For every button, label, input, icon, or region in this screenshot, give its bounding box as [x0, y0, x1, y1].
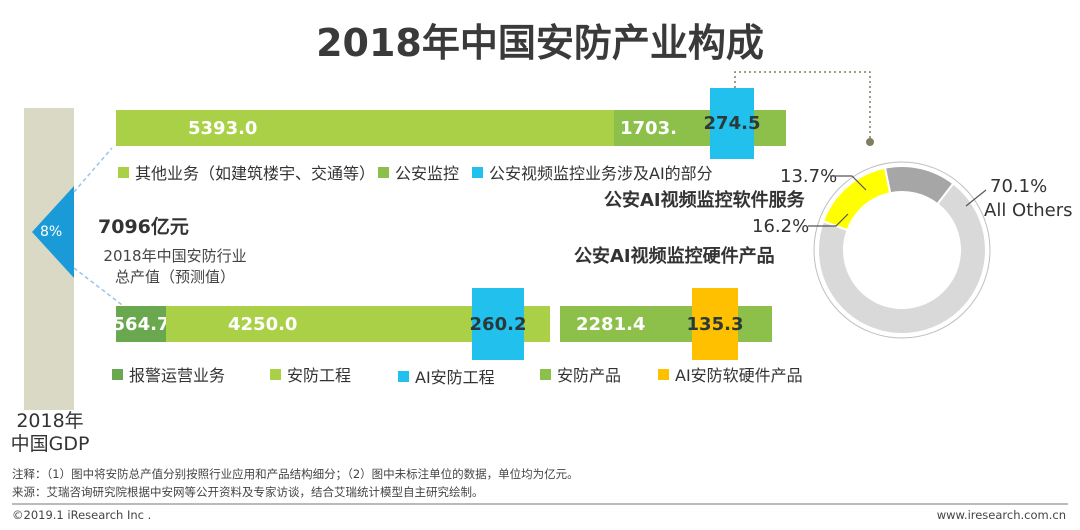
bar-label-engineering: 4250.0 [228, 313, 298, 335]
bar-segment-ai-products: 135.3 [687, 288, 743, 360]
bar-segment-alarm: 564.7 [113, 306, 169, 342]
gdp-label: 2018年 中国GDP [8, 410, 92, 456]
bar-segment-public-security: 1703. [614, 110, 786, 146]
gdp-share-marker [32, 186, 74, 278]
bar-label-products: 2281.4 [576, 313, 646, 335]
bar-label-public-security: 1703. [620, 117, 677, 139]
total-desc-line2: 总产值（预测值） [114, 268, 235, 286]
bar-segment-ai-engineering: 260.2 [469, 288, 527, 360]
copyright: ©2019.1 iResearch Inc . [12, 508, 152, 522]
industry-bar: 5393.0 1703. 274.5 [116, 88, 786, 159]
legend2-label-engineering: 安防工程 [287, 366, 352, 385]
donut-pct-software: 13.7% [780, 166, 838, 187]
bar-label-ai-public-security: 274.5 [703, 113, 761, 134]
legend2-swatch-engineering [270, 368, 281, 380]
legend1-swatch-ai [472, 166, 483, 178]
gdp-share-label: 8% [40, 224, 63, 240]
donut-outer-ring [813, 161, 991, 339]
legend2-label-products: 安防产品 [557, 366, 622, 385]
bar-label-ai-products: 135.3 [686, 313, 744, 335]
bar-label-other: 5393.0 [188, 117, 258, 139]
legend2-swatch-ai-engineering [398, 370, 409, 382]
legend2-swatch-products [540, 368, 551, 380]
bar-label-alarm: 564.7 [112, 313, 170, 335]
legend2-label-alarm: 报警运营业务 [129, 366, 226, 385]
legend2-item-products: 安防产品 [540, 362, 621, 386]
chart-source: 来源：艾瑞咨询研究院根据中安网等公开资料及专家访谈，结合艾瑞统计模型自主研究绘制… [12, 485, 484, 499]
donut-pct-hardware: 16.2% [752, 216, 810, 237]
legend1-label-other: 其他业务（如建筑楼宇、交通等） [135, 164, 376, 183]
product-bar: 564.7 4250.0 2281.4 260.2 135.3 [113, 288, 772, 360]
chart-note: 注释：（1）图中将安防总产值分别按照行业应用和产品结构细分；（2）图中未标注单位… [12, 467, 579, 481]
ai-share-donut [813, 161, 991, 339]
gdp-label-line1: 2018年 [16, 410, 84, 432]
legend2-item-ai-engineering: AI安防工程 [398, 364, 495, 388]
total-description: 2018年中国安防行业 总产值（预测值） [90, 246, 260, 288]
legend1-label-public-security: 公安监控 [395, 164, 460, 183]
legend2-swatch-alarm [112, 368, 123, 380]
donut-label-software: 公安AI视频监控软件服务 [604, 190, 805, 211]
donut-slice-others [817, 182, 987, 335]
legend2-swatch-ai-products [658, 368, 669, 380]
legend2-item-alarm: 报警运营业务 [112, 362, 225, 386]
legend1-item-public-security: 公安监控 [378, 160, 459, 184]
legend1-item-ai: 公安视频监控业务涉及AI的部分 [472, 160, 713, 184]
donut-label-others: All Others [984, 200, 1073, 221]
legend1-label-ai: 公安视频监控业务涉及AI的部分 [489, 164, 713, 183]
legend1-item-other: 其他业务（如建筑楼宇、交通等） [118, 160, 375, 184]
legend2-label-ai-products: AI安防软硬件产品 [675, 366, 803, 385]
gdp-label-line2: 中国GDP [10, 433, 90, 455]
total-desc-line1: 2018年中国安防行业 [103, 247, 247, 265]
donut-label-hardware: 公安AI视频监控硬件产品 [574, 246, 775, 267]
bar-segment-ai-public-security: 274.5 [704, 88, 760, 159]
legend2-item-engineering: 安防工程 [270, 362, 351, 386]
page-title: 2018年中国安防产业构成 [316, 21, 764, 65]
legend1-swatch-other [118, 166, 129, 178]
footer-divider [12, 503, 1068, 505]
total-value: 7096亿元 [98, 216, 189, 238]
bar-label-ai-engineering: 260.2 [469, 313, 527, 335]
donut-pct-others: 70.1% [990, 176, 1048, 197]
legend2-item-ai-products: AI安防软硬件产品 [658, 362, 803, 386]
bar-segment-other: 5393.0 [116, 110, 614, 146]
connector-dot [866, 138, 874, 146]
legend2-label-ai-engineering: AI安防工程 [415, 368, 495, 387]
site-url: www.iresearch.com.cn [936, 508, 1066, 522]
legend1-swatch-public-security [378, 166, 389, 178]
